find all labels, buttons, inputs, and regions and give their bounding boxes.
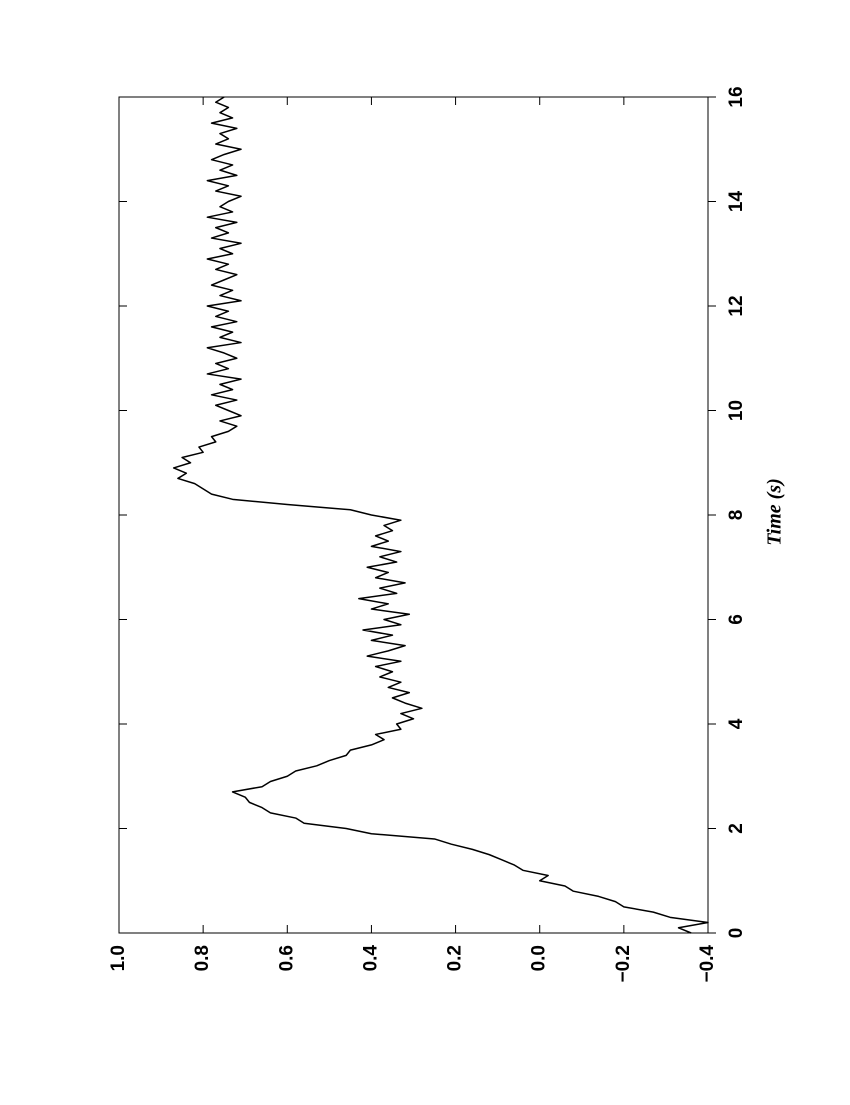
x-tick-label: 2 bbox=[726, 823, 747, 834]
x-tick-label: 6 bbox=[726, 614, 747, 625]
y-tick-label: −0.4 bbox=[697, 945, 718, 983]
y-tick-label: −0.2 bbox=[613, 945, 634, 983]
y-tick-label: 0.6 bbox=[276, 945, 297, 971]
y-tick-label: 0.2 bbox=[445, 945, 466, 971]
x-tick-label: 4 bbox=[726, 718, 747, 729]
x-tick-label: 10 bbox=[726, 400, 747, 421]
x-tick-label: 16 bbox=[726, 86, 747, 107]
plot-frame bbox=[118, 96, 709, 934]
y-tick-label: 0.8 bbox=[192, 945, 213, 971]
x-tick-label: 12 bbox=[726, 295, 747, 316]
y-tick-label: 0.0 bbox=[529, 945, 550, 971]
x-tick-label: 14 bbox=[726, 191, 747, 213]
data-line bbox=[172, 96, 709, 934]
y-tick-label: 0.4 bbox=[360, 945, 381, 972]
x-tick-label: 8 bbox=[726, 510, 747, 521]
x-tick-label: 0 bbox=[726, 928, 747, 939]
x-axis-label: Time (s) bbox=[764, 478, 786, 546]
y-tick-label: 1.0 bbox=[108, 945, 129, 971]
